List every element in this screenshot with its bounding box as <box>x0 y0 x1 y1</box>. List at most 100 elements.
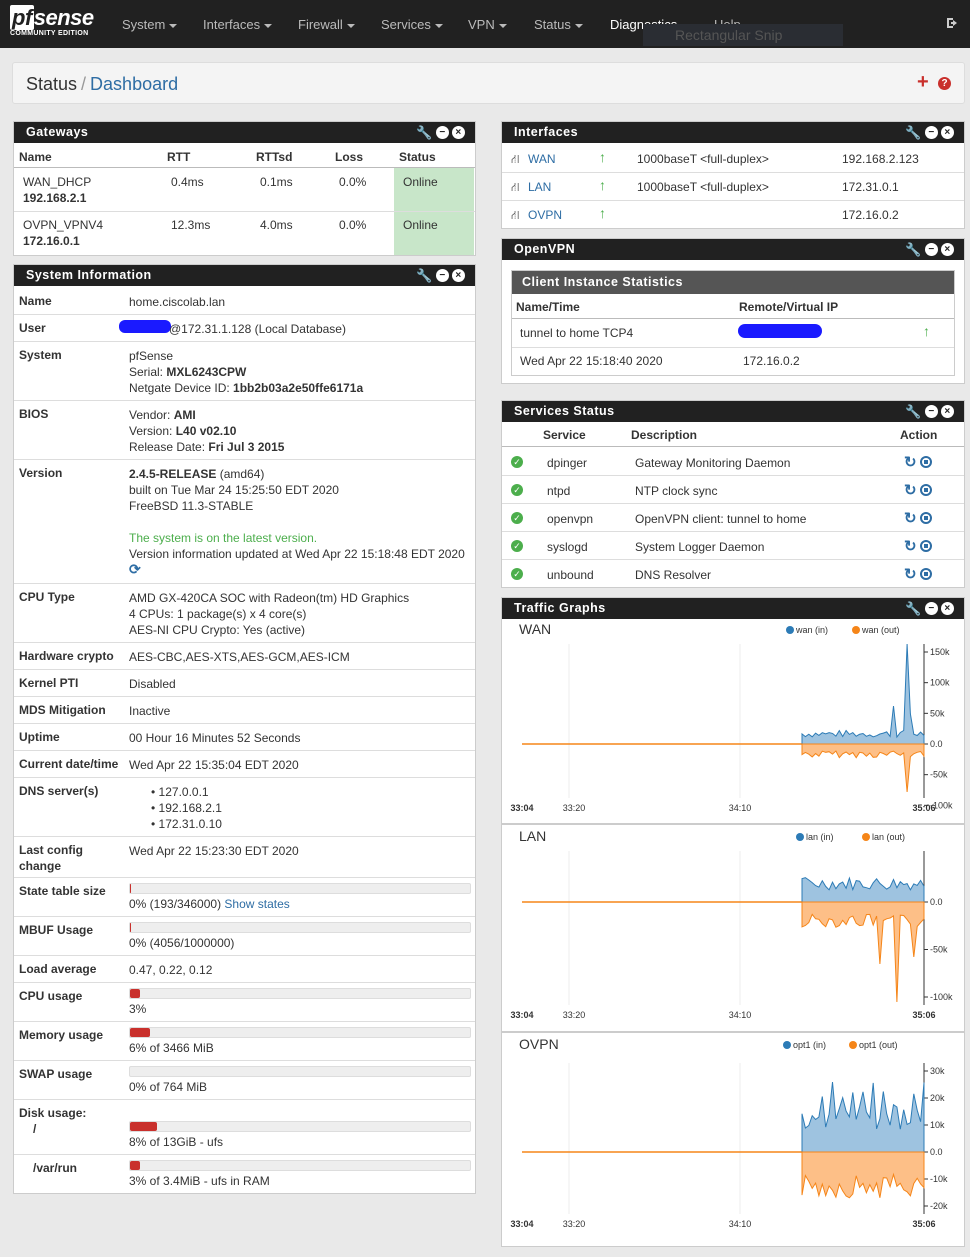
value-disk-root: 8% of 13GiB - ufs <box>129 1135 224 1149</box>
stop-service-icon[interactable] <box>920 484 932 496</box>
wrench-icon[interactable]: 🔧 <box>905 241 922 257</box>
iface-ovpn-link[interactable]: OVPN <box>528 208 563 222</box>
label-uptime: Uptime <box>19 730 60 744</box>
menu-system[interactable]: System <box>122 17 178 32</box>
add-widget-icon[interactable]: + <box>917 71 929 93</box>
service-name: ntpd <box>547 484 571 498</box>
value-name: home.ciscolab.lan <box>129 295 226 309</box>
legend-in-label: opt1 (in) <box>793 1040 826 1050</box>
menu-services[interactable]: Services <box>381 17 443 32</box>
minimize-icon[interactable]: − <box>436 125 449 139</box>
breadcrumb-status[interactable]: Status <box>26 74 78 94</box>
vpn-client-time: Wed Apr 22 15:18:40 2020 <box>520 354 663 368</box>
restart-service-icon[interactable]: ↻ <box>904 454 917 471</box>
value-latest: The system is on the latest version. <box>129 531 318 545</box>
col-status: Status <box>399 150 436 164</box>
y-tick-label: 0.0 <box>930 897 943 907</box>
iface-wan-link[interactable]: WAN <box>528 152 556 166</box>
legend-in-swatch <box>786 626 794 634</box>
help-icon[interactable]: ? <box>938 77 951 90</box>
show-states-link[interactable]: Show states <box>224 897 290 911</box>
gateways-title: Gateways <box>26 125 89 139</box>
minimize-icon[interactable]: − <box>436 268 449 282</box>
gw2-rttsd: 4.0ms <box>260 218 293 232</box>
label-state: State table size <box>19 884 106 898</box>
sysinfo-title: System Information <box>26 268 152 282</box>
wrench-icon[interactable]: 🔧 <box>416 124 433 140</box>
value-mbuf: 0% (4056/1000000) <box>129 936 235 950</box>
series-in-area <box>801 643 925 745</box>
chart-title: OVPN <box>519 1036 559 1052</box>
y-tick-label: 100k <box>930 678 950 688</box>
wrench-icon[interactable]: 🔧 <box>905 124 922 140</box>
close-icon[interactable]: × <box>452 125 465 139</box>
minimize-icon[interactable]: − <box>925 125 938 139</box>
restart-service-icon[interactable]: ↻ <box>904 482 917 499</box>
label-disk: Disk usage: <box>19 1106 87 1120</box>
menu-status[interactable]: Status <box>534 17 583 32</box>
legend-in-swatch <box>796 833 804 841</box>
value-cpu2: 4 CPUs: 1 package(s) x 4 core(s) <box>129 607 307 621</box>
menu-vpn[interactable]: VPN <box>468 17 507 32</box>
x-tick-label: 34:10 <box>729 803 752 813</box>
top-navbar: pfsense COMMUNITY EDITION System Interfa… <box>0 0 970 48</box>
label-dns: DNS server(s) <box>19 784 99 798</box>
network-icon: ⛙ <box>511 208 520 222</box>
minimize-icon[interactable]: − <box>925 404 938 418</box>
wrench-icon[interactable]: 🔧 <box>905 403 922 419</box>
minimize-icon[interactable]: − <box>925 242 938 256</box>
value-built: built on Tue Mar 24 15:25:50 EDT 2020 <box>129 483 339 497</box>
value-cpu3: AES-NI CPU Crypto: Yes (active) <box>129 623 306 637</box>
mbuf-bar-fill <box>130 923 132 932</box>
close-icon[interactable]: × <box>941 601 954 615</box>
gateways-panel: Gateways 🔧 − × Name RTT RTTsd Loss Status … <box>13 121 476 256</box>
running-check-icon: ✓ <box>511 456 523 468</box>
label-date: Current date/time <box>19 757 119 771</box>
value-pti: Disabled <box>129 677 176 691</box>
gw1-rtt: 0.4ms <box>171 175 204 189</box>
service-description: Gateway Monitoring Daemon <box>635 456 791 470</box>
x-tick-label: 35:06 <box>912 1010 935 1020</box>
redacted-username <box>119 320 171 333</box>
iface-lan-link[interactable]: LAN <box>528 180 552 194</box>
restart-service-icon[interactable]: ↻ <box>904 566 917 583</box>
x-tick-label: 34:10 <box>729 1010 752 1020</box>
services-title: Services Status <box>514 404 615 418</box>
close-icon[interactable]: × <box>941 242 954 256</box>
value-bios-date: Release Date: Fri Jul 3 2015 <box>129 440 285 454</box>
y-tick-label: -10k <box>930 1174 948 1184</box>
pfsense-logo[interactable]: pfsense COMMUNITY EDITION <box>10 5 94 38</box>
wrench-icon[interactable]: 🔧 <box>416 267 433 283</box>
y-tick-label: 10k <box>930 1120 945 1130</box>
up-arrow-icon: ↑ <box>599 149 606 165</box>
iface-lan-ip: 172.31.0.1 <box>842 180 899 194</box>
close-icon[interactable]: × <box>941 404 954 418</box>
menu-interfaces[interactable]: Interfaces <box>203 17 273 32</box>
close-icon[interactable]: × <box>452 268 465 282</box>
restart-service-icon[interactable]: ↻ <box>904 510 917 527</box>
logout-icon[interactable] <box>946 16 960 30</box>
menu-firewall[interactable]: Firewall <box>298 17 355 32</box>
stop-service-icon[interactable] <box>920 456 932 468</box>
refresh-icon[interactable]: ⟳ <box>129 561 141 577</box>
stop-service-icon[interactable] <box>920 512 932 524</box>
openvpn-panel: OpenVPN 🔧 − × Client Instance Statistics N… <box>501 238 965 384</box>
restart-service-icon[interactable]: ↻ <box>904 538 917 555</box>
col-rtt: RTT <box>167 150 191 164</box>
gw2-status: Online <box>403 218 438 232</box>
value-updated: Version information updated at Wed Apr 2… <box>129 547 465 561</box>
cpu-usage-bar-fill <box>130 989 141 998</box>
breadcrumb-dashboard[interactable]: Dashboard <box>90 74 179 94</box>
stop-service-icon[interactable] <box>920 568 932 580</box>
legend-out-swatch <box>849 1041 857 1049</box>
value-state: 0% (193/346000) Show states <box>129 897 290 911</box>
legend-out-label: opt1 (out) <box>859 1040 898 1050</box>
stop-service-icon[interactable] <box>920 540 932 552</box>
minimize-icon[interactable]: − <box>925 601 938 615</box>
service-description: DNS Resolver <box>635 568 712 582</box>
wrench-icon[interactable]: 🔧 <box>905 600 922 616</box>
running-check-icon: ✓ <box>511 484 523 496</box>
close-icon[interactable]: × <box>941 125 954 139</box>
gw1-loss: 0.0% <box>339 175 367 189</box>
value-uptime: 00 Hour 16 Minutes 52 Seconds <box>129 731 301 745</box>
